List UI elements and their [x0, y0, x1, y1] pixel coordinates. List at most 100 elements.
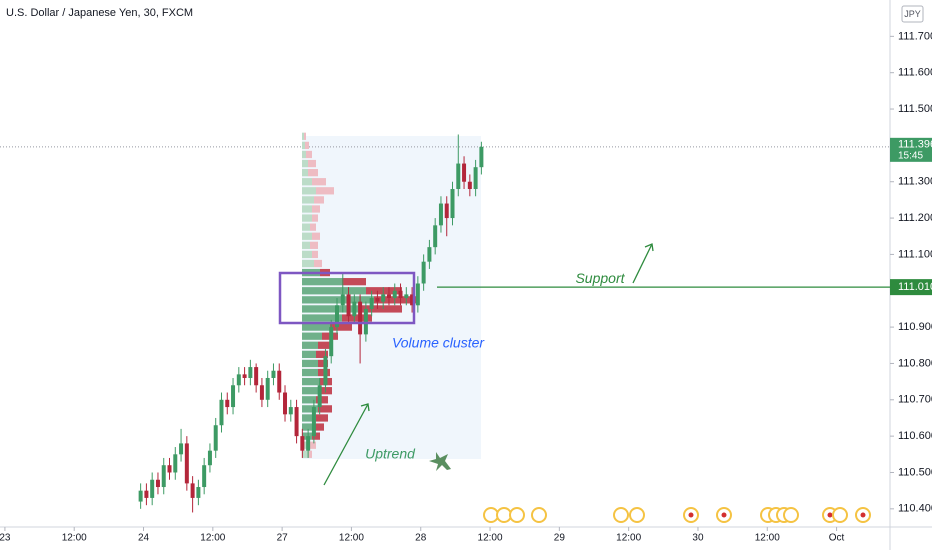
uptrend-note: Uptrend	[365, 446, 416, 462]
candle-body	[196, 487, 201, 498]
candle-body	[323, 356, 328, 386]
profile-up	[302, 259, 314, 268]
profile-down	[362, 305, 402, 313]
candle-body	[410, 294, 415, 306]
profile-down	[310, 241, 318, 249]
profile-up	[302, 169, 308, 177]
candle-body	[392, 290, 397, 299]
candle-body	[467, 181, 472, 189]
profile-down	[314, 259, 322, 268]
candle-body	[363, 308, 368, 335]
profile-up	[302, 405, 318, 413]
y-tick-label: 111.500	[898, 103, 932, 115]
profile-down	[305, 141, 309, 150]
x-tick-label: 23	[0, 533, 11, 544]
support-price-box	[890, 279, 932, 296]
candle-body	[334, 305, 339, 328]
candle-body	[259, 385, 264, 400]
x-tick-label: 30	[692, 533, 704, 544]
x-tick-label: 12:00	[62, 533, 87, 544]
profile-up	[302, 223, 310, 231]
profile-up	[302, 296, 374, 304]
y-tick-label: 111.700	[898, 30, 932, 42]
plane-icon	[429, 452, 451, 471]
last-price-box	[890, 137, 932, 162]
y-tick-label: 111.200	[898, 212, 932, 224]
profile-down	[314, 423, 324, 431]
profile-down	[308, 159, 316, 168]
profile-up	[302, 314, 342, 322]
candle-body	[265, 377, 270, 400]
profile-down	[318, 359, 328, 368]
candle-body	[288, 407, 293, 415]
profile-down	[310, 223, 316, 231]
profile-up	[302, 178, 312, 186]
cluster-note: Volume cluster	[392, 335, 485, 351]
profile-up	[302, 359, 318, 368]
chart-title: U.S. Dollar / Japanese Yen, 30, FXCM	[6, 7, 193, 19]
profile-down	[314, 196, 324, 204]
candle-body	[236, 374, 241, 386]
candle-body	[271, 370, 276, 378]
profile-down	[342, 314, 372, 322]
x-tick-label: 29	[554, 533, 566, 544]
profile-down	[312, 432, 320, 440]
profile-up	[302, 232, 312, 240]
profile-up	[302, 387, 318, 395]
profile-down	[312, 178, 326, 186]
candle-body	[398, 290, 403, 299]
candle-body	[225, 399, 230, 408]
profile-up	[302, 159, 308, 168]
profile-up	[302, 377, 320, 386]
profile-up	[302, 305, 362, 313]
profile-down	[318, 405, 332, 413]
y-tick-label: 111.600	[898, 67, 932, 79]
candle-body	[294, 407, 299, 437]
candle-body	[375, 298, 380, 302]
candle-body	[306, 436, 311, 451]
candle-body	[277, 370, 282, 393]
currency-box[interactable]	[901, 5, 924, 23]
profile-down	[308, 450, 312, 458]
x-tick-label: 28	[415, 533, 427, 544]
profile-down	[304, 132, 306, 140]
candle-body	[311, 407, 316, 437]
profile-down	[318, 341, 332, 349]
candle-body	[438, 203, 443, 226]
candle-body	[415, 283, 420, 306]
cluster-box	[278, 271, 416, 325]
candle-body	[300, 436, 305, 451]
y-tick-label: 111.300	[898, 176, 932, 188]
currency-label[interactable]: JPY	[904, 9, 921, 19]
x-tick-label: 12:00	[339, 533, 364, 544]
profile-up	[302, 287, 366, 295]
profile-down	[310, 441, 316, 449]
candle-body	[254, 367, 259, 386]
profile-up	[302, 396, 316, 404]
profile-up	[302, 450, 308, 458]
arrows	[323, 243, 654, 486]
profile-up	[302, 250, 312, 259]
y-tick-label: 110.400	[898, 503, 932, 515]
candle-body	[381, 294, 386, 302]
profile-up	[302, 332, 322, 340]
candle-body	[386, 294, 391, 299]
candle-body	[444, 203, 449, 219]
profile-down	[308, 169, 318, 177]
candle-body	[138, 490, 143, 502]
candle-body	[329, 327, 334, 357]
candle-body	[248, 367, 253, 378]
profile-down	[316, 396, 328, 404]
profile-up	[302, 187, 316, 195]
countdown-label: 15:45	[898, 150, 923, 161]
y-tick-label: 110.700	[898, 394, 932, 406]
profile-up	[302, 350, 316, 358]
candle-body	[219, 399, 224, 426]
candle-body	[144, 490, 149, 498]
profile-down	[312, 205, 320, 213]
candle-body	[150, 479, 155, 498]
profile-down	[312, 232, 320, 240]
profile-up	[302, 214, 312, 222]
candle-body	[190, 483, 195, 498]
y-tick-label: 110.500	[898, 466, 932, 478]
